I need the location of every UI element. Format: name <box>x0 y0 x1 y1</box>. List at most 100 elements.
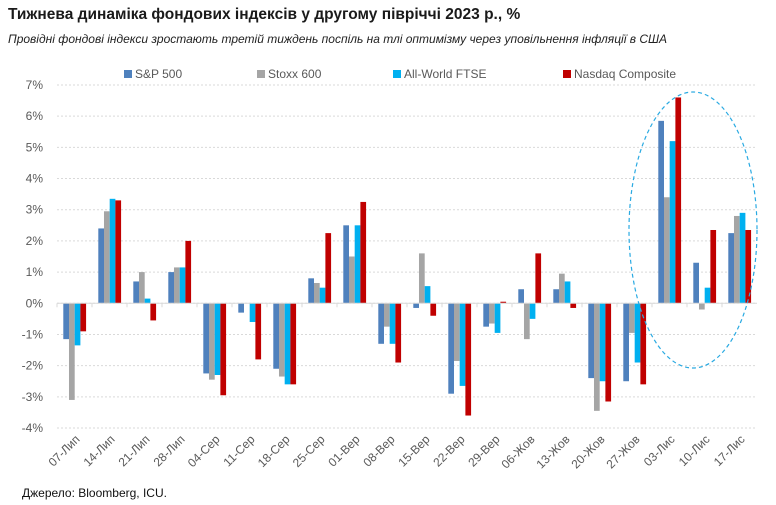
x-tick-label: 27-Жов <box>603 432 642 471</box>
bar-stoxx-600 <box>383 303 390 327</box>
bar-stoxx-600 <box>453 303 460 361</box>
y-tick-label: 6% <box>26 109 44 123</box>
bar-stoxx-600 <box>208 303 215 380</box>
bar-stoxx-600 <box>558 273 565 304</box>
y-tick-label: -4% <box>22 421 44 435</box>
bar-all-world-ftse <box>669 141 676 304</box>
y-tick-label: -3% <box>22 390 44 404</box>
bar-s-p-500 <box>553 289 559 304</box>
legend-swatch <box>124 70 132 78</box>
bar-all-world-ftse <box>144 298 151 304</box>
source-note: Джерело: Bloomberg, ICU. <box>22 486 167 500</box>
bar-all-world-ftse <box>74 303 81 346</box>
bar-all-world-ftse <box>109 198 116 304</box>
bar-s-p-500 <box>343 225 349 304</box>
bar-nasdaq-composite <box>500 301 507 304</box>
legend-label: Stoxx 600 <box>268 67 322 81</box>
bar-all-world-ftse <box>704 287 711 304</box>
bar-all-world-ftse <box>354 225 361 304</box>
chart-subtitle: Провідні фондові індекси зростають треті… <box>8 32 668 46</box>
bar-nasdaq-composite <box>570 303 577 308</box>
bar-nasdaq-composite <box>360 201 367 304</box>
bar-nasdaq-composite <box>115 200 122 304</box>
bar-nasdaq-composite <box>290 303 297 385</box>
bar-all-world-ftse <box>564 281 571 304</box>
highlight-ellipse <box>628 91 758 369</box>
y-tick-label: 1% <box>26 265 44 279</box>
x-tick-label: 17-Лис <box>711 432 748 469</box>
bar-stoxx-600 <box>593 303 600 411</box>
bar-stoxx-600 <box>628 303 635 333</box>
bar-nasdaq-composite <box>395 303 402 363</box>
bar-stoxx-600 <box>733 215 740 304</box>
y-tick-label: 4% <box>26 172 44 186</box>
bar-stoxx-600 <box>663 197 670 304</box>
y-tick-label: 2% <box>26 234 44 248</box>
x-tick-label: 28-Лип <box>151 432 188 469</box>
bar-all-world-ftse <box>634 303 641 363</box>
x-tick-label: 22-Вер <box>430 432 467 469</box>
bar-all-world-ftse <box>424 286 431 304</box>
x-tick-label: 03-Лис <box>641 432 678 469</box>
x-tick-label: 18-Сер <box>255 432 293 470</box>
x-tick-label: 29-Вер <box>465 432 502 469</box>
bar-s-p-500 <box>588 303 594 379</box>
bar-s-p-500 <box>168 272 174 304</box>
bar-nasdaq-composite <box>640 303 647 385</box>
bar-s-p-500 <box>518 289 524 304</box>
x-tick-label: 25-Сер <box>290 432 328 470</box>
chart-title: Тижнева динаміка фондових індексів у дру… <box>8 6 521 23</box>
x-tick-label: 01-Вер <box>325 432 362 469</box>
bar-s-p-500 <box>413 303 419 308</box>
bar-all-world-ftse <box>284 303 291 385</box>
bar-s-p-500 <box>658 120 664 304</box>
bar-s-p-500 <box>203 303 209 374</box>
x-tick-label: 14-Лип <box>81 432 118 469</box>
bar-nasdaq-composite <box>465 303 472 416</box>
bar-stoxx-600 <box>278 303 285 377</box>
legend-label: Nasdaq Composite <box>574 67 676 81</box>
x-tick-label: 10-Лис <box>676 432 713 469</box>
bar-stoxx-600 <box>68 303 75 400</box>
y-tick-label: 7% <box>26 78 44 92</box>
bar-stoxx-600 <box>523 303 530 340</box>
bar-stoxx-600 <box>313 283 320 304</box>
bar-stoxx-600 <box>418 253 425 304</box>
bar-all-world-ftse <box>249 303 256 322</box>
bar-nasdaq-composite <box>710 229 717 304</box>
x-tick-label: 04-Сер <box>185 432 223 470</box>
bar-stoxx-600 <box>698 303 705 310</box>
bar-nasdaq-composite <box>675 97 682 304</box>
x-tick-label: 06-Жов <box>498 432 537 471</box>
x-tick-label: 21-Лип <box>116 432 153 469</box>
y-tick-label: 5% <box>26 140 44 154</box>
y-tick-label: -1% <box>22 327 44 341</box>
x-tick-label: 20-Жов <box>568 432 607 471</box>
y-tick-label: -2% <box>22 359 44 373</box>
bar-s-p-500 <box>238 303 244 313</box>
bar-nasdaq-composite <box>150 303 157 321</box>
legend-label: All-World FTSE <box>404 67 486 81</box>
x-tick-label: 11-Сер <box>221 432 258 469</box>
y-tick-label: 0% <box>26 296 44 310</box>
legend-swatch <box>563 70 571 78</box>
bar-all-world-ftse <box>739 212 746 304</box>
legend-swatch <box>257 70 265 78</box>
bar-stoxx-600 <box>488 303 495 324</box>
bar-nasdaq-composite <box>745 229 752 304</box>
bar-stoxx-600 <box>173 267 180 304</box>
y-tick-label: 3% <box>26 203 44 217</box>
bar-s-p-500 <box>133 281 139 304</box>
bar-nasdaq-composite <box>185 240 192 304</box>
bar-all-world-ftse <box>459 303 466 386</box>
bar-s-p-500 <box>378 303 384 344</box>
bar-s-p-500 <box>693 262 699 304</box>
bar-all-world-ftse <box>214 303 221 375</box>
bar-s-p-500 <box>308 278 314 304</box>
bar-stoxx-600 <box>103 211 110 304</box>
legend-swatch <box>393 70 401 78</box>
bar-s-p-500 <box>483 303 489 327</box>
bar-stoxx-600 <box>348 256 355 304</box>
legend-label: S&P 500 <box>135 67 182 81</box>
bar-all-world-ftse <box>319 287 326 304</box>
